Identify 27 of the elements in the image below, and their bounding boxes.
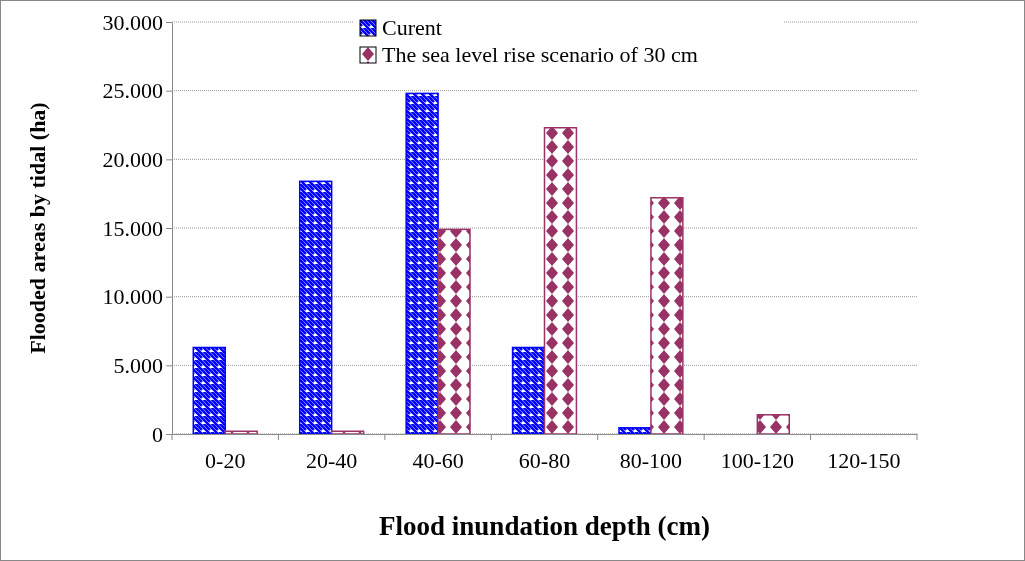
x-tick-label: 100-120: [720, 447, 795, 473]
bar: [298, 180, 333, 435]
x-tick-label: 20-40: [305, 447, 358, 473]
legend-label: The sea level rise scenario of 30 cm: [382, 42, 698, 67]
y-tick-label: 30.000: [102, 9, 163, 35]
bar: [756, 414, 791, 435]
x-tick-label: 40-60: [412, 447, 464, 473]
y-tick-label: 20.000: [102, 146, 163, 172]
x-tick-label: 120-150: [827, 447, 901, 473]
x-axis-title: Flood inundation depth (cm): [379, 511, 710, 541]
bar: [618, 427, 652, 435]
bar: [437, 228, 471, 435]
y-axis-title: Flooded areas by tidal (ha): [25, 102, 50, 354]
bar: [192, 346, 226, 435]
y-tick-label: 25.000: [102, 78, 163, 104]
x-tick-label: 0-20: [205, 447, 246, 473]
bar: [543, 127, 578, 435]
x-tick-label: 80-100: [619, 447, 683, 473]
bar: [650, 197, 684, 435]
x-tick-label: 60-80: [518, 447, 571, 473]
legend-label: Curent: [382, 15, 442, 40]
bar: [511, 346, 546, 435]
bar: [405, 92, 439, 435]
y-tick-label: 5.000: [113, 352, 163, 378]
y-tick-label: 10.000: [102, 284, 163, 310]
y-tick-label: 15.000: [102, 215, 163, 241]
y-tick-label: 0: [152, 421, 163, 447]
